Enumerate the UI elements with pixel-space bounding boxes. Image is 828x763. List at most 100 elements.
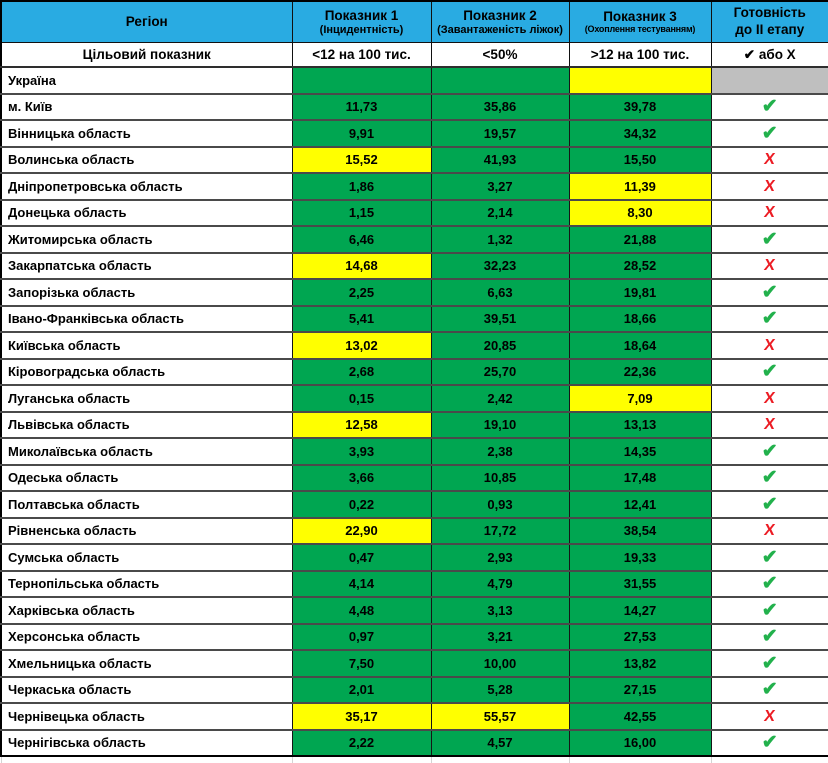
region-cell[interactable]: Рівненська область xyxy=(1,518,292,545)
header-readiness[interactable]: Готовність до ІІ етапу xyxy=(711,1,828,43)
indicator1-cell[interactable]: 22,90 xyxy=(292,518,431,545)
indicator1-cell[interactable]: 1,86 xyxy=(292,173,431,200)
region-cell[interactable]: Запорізька область xyxy=(1,279,292,306)
indicator2-cell[interactable]: 25,70 xyxy=(431,359,569,386)
region-cell[interactable]: Черкаська область xyxy=(1,677,292,704)
indicator3-cell[interactable]: 15,50 xyxy=(569,147,711,174)
readiness-cell[interactable]: ✔ xyxy=(711,120,828,147)
readiness-cell[interactable]: Х xyxy=(711,253,828,280)
readiness-cell[interactable]: Х xyxy=(711,147,828,174)
indicator1-cell[interactable]: 0,97 xyxy=(292,624,431,651)
indicator2-cell[interactable]: 10,00 xyxy=(431,650,569,677)
readiness-cell[interactable]: Х xyxy=(711,412,828,439)
region-cell[interactable]: Івано-Франківська область xyxy=(1,306,292,333)
indicator2-cell[interactable]: 20,85 xyxy=(431,332,569,359)
target-indicator3-cell[interactable]: >12 на 100 тис. xyxy=(569,43,711,68)
indicator1-cell[interactable]: 0,22 xyxy=(292,491,431,518)
indicator2-cell[interactable]: 3,27 xyxy=(431,173,569,200)
indicator2-cell[interactable]: 10,85 xyxy=(431,465,569,492)
indicator1-cell[interactable]: 4,14 xyxy=(292,571,431,598)
header-region[interactable]: Регіон xyxy=(1,1,292,43)
indicator1-cell[interactable]: 2,22 xyxy=(292,730,431,757)
readiness-cell[interactable]: ✔ xyxy=(711,730,828,757)
region-cell[interactable]: Тернопільська область xyxy=(1,571,292,598)
region-cell[interactable]: Кіровоградська область xyxy=(1,359,292,386)
readiness-cell[interactable] xyxy=(711,67,828,94)
region-cell[interactable]: Чернівецька область xyxy=(1,703,292,730)
region-cell[interactable]: Житомирська область xyxy=(1,226,292,253)
readiness-cell[interactable]: Х xyxy=(711,518,828,545)
header-indicator3[interactable]: Показник 3 (Охоплення тестуванням) xyxy=(569,1,711,43)
indicator1-cell[interactable]: 14,68 xyxy=(292,253,431,280)
readiness-cell[interactable]: ✔ xyxy=(711,544,828,571)
indicator2-cell[interactable]: 2,38 xyxy=(431,438,569,465)
indicator2-cell[interactable]: 2,14 xyxy=(431,200,569,227)
indicator1-cell[interactable]: 6,46 xyxy=(292,226,431,253)
indicator3-cell[interactable]: 13,82 xyxy=(569,650,711,677)
indicator2-cell[interactable]: 35,86 xyxy=(431,94,569,121)
indicator2-cell[interactable]: 19,57 xyxy=(431,120,569,147)
indicator2-cell[interactable]: 4,79 xyxy=(431,571,569,598)
region-cell[interactable]: Хмельницька область xyxy=(1,650,292,677)
region-cell[interactable]: Львівська область xyxy=(1,412,292,439)
indicator3-cell[interactable]: 31,55 xyxy=(569,571,711,598)
indicator3-cell[interactable]: 8,30 xyxy=(569,200,711,227)
readiness-cell[interactable]: ✔ xyxy=(711,624,828,651)
region-cell[interactable]: Вінницька область xyxy=(1,120,292,147)
readiness-cell[interactable]: Х xyxy=(711,173,828,200)
indicator1-cell[interactable]: 0,15 xyxy=(292,385,431,412)
region-cell[interactable]: Київська область xyxy=(1,332,292,359)
indicator3-cell[interactable]: 21,88 xyxy=(569,226,711,253)
indicator3-cell[interactable]: 39,78 xyxy=(569,94,711,121)
indicator3-cell[interactable]: 13,13 xyxy=(569,412,711,439)
region-cell[interactable]: Сумська область xyxy=(1,544,292,571)
indicator2-cell[interactable] xyxy=(431,67,569,94)
readiness-cell[interactable]: ✔ xyxy=(711,571,828,598)
indicator2-cell[interactable]: 1,32 xyxy=(431,226,569,253)
readiness-cell[interactable]: ✔ xyxy=(711,359,828,386)
indicator1-cell[interactable]: 5,41 xyxy=(292,306,431,333)
readiness-cell[interactable]: Х xyxy=(711,332,828,359)
indicator1-cell[interactable] xyxy=(292,67,431,94)
indicator1-cell[interactable]: 2,25 xyxy=(292,279,431,306)
indicator1-cell[interactable]: 7,50 xyxy=(292,650,431,677)
indicator1-cell[interactable]: 11,73 xyxy=(292,94,431,121)
readiness-cell[interactable]: ✔ xyxy=(711,597,828,624)
indicator2-cell[interactable]: 2,93 xyxy=(431,544,569,571)
indicator3-cell[interactable]: 27,53 xyxy=(569,624,711,651)
indicator3-cell[interactable]: 18,64 xyxy=(569,332,711,359)
readiness-cell[interactable]: ✔ xyxy=(711,94,828,121)
indicator1-cell[interactable]: 0,47 xyxy=(292,544,431,571)
indicator2-cell[interactable]: 32,23 xyxy=(431,253,569,280)
target-readiness-cell[interactable]: ✔ або Х xyxy=(711,43,828,68)
indicator2-cell[interactable]: 0,93 xyxy=(431,491,569,518)
indicator2-cell[interactable]: 6,63 xyxy=(431,279,569,306)
region-cell[interactable]: Одеська область xyxy=(1,465,292,492)
readiness-cell[interactable]: ✔ xyxy=(711,226,828,253)
region-cell[interactable]: Донецька область xyxy=(1,200,292,227)
header-indicator2[interactable]: Показник 2 (Завантаженість ліжок) xyxy=(431,1,569,43)
readiness-cell[interactable]: ✔ xyxy=(711,491,828,518)
indicator3-cell[interactable]: 18,66 xyxy=(569,306,711,333)
indicator2-cell[interactable]: 2,42 xyxy=(431,385,569,412)
indicator2-cell[interactable]: 19,10 xyxy=(431,412,569,439)
region-cell[interactable]: Херсонська область xyxy=(1,624,292,651)
indicator2-cell[interactable]: 17,72 xyxy=(431,518,569,545)
indicator2-cell[interactable]: 4,57 xyxy=(431,730,569,757)
indicator1-cell[interactable]: 4,48 xyxy=(292,597,431,624)
indicator1-cell[interactable]: 13,02 xyxy=(292,332,431,359)
indicator1-cell[interactable]: 15,52 xyxy=(292,147,431,174)
region-cell[interactable]: Дніпропетровська область xyxy=(1,173,292,200)
indicator3-cell[interactable]: 17,48 xyxy=(569,465,711,492)
target-indicator2-cell[interactable]: <50% xyxy=(431,43,569,68)
header-indicator1[interactable]: Показник 1 (Інцидентність) xyxy=(292,1,431,43)
indicator1-cell[interactable]: 3,93 xyxy=(292,438,431,465)
indicator3-cell[interactable]: 14,27 xyxy=(569,597,711,624)
indicator2-cell[interactable]: 5,28 xyxy=(431,677,569,704)
region-cell[interactable]: м. Київ xyxy=(1,94,292,121)
region-cell[interactable]: Закарпатська область xyxy=(1,253,292,280)
region-cell[interactable]: Україна xyxy=(1,67,292,94)
indicator1-cell[interactable]: 1,15 xyxy=(292,200,431,227)
indicator1-cell[interactable]: 12,58 xyxy=(292,412,431,439)
indicator3-cell[interactable]: 16,00 xyxy=(569,730,711,757)
